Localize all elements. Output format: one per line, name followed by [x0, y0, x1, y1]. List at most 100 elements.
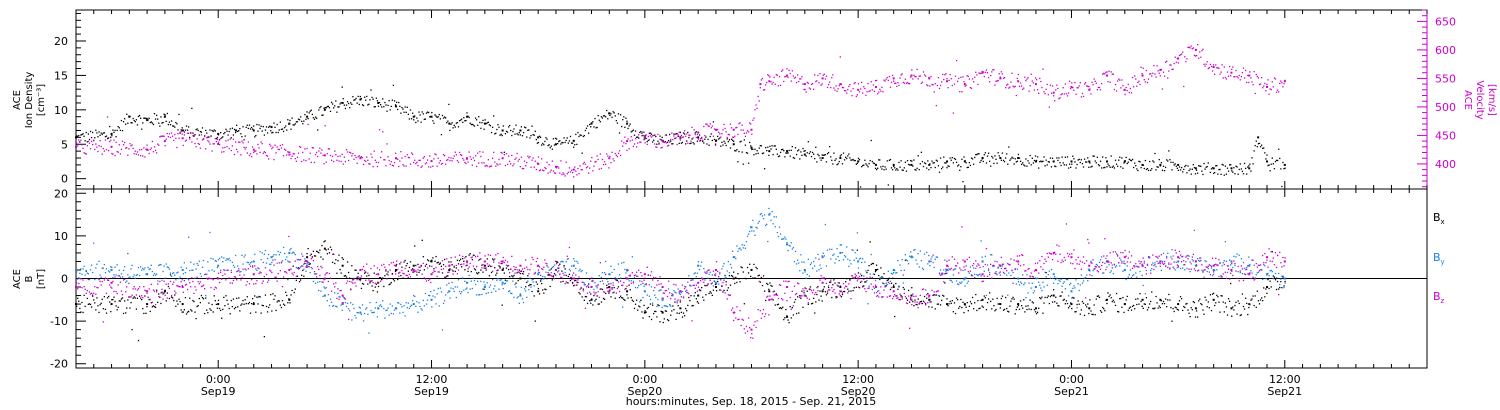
- ion-density-point: [75, 136, 77, 139]
- ion-density-sample: [1077, 159, 1079, 161]
- bx-sample: [473, 268, 476, 270]
- ion-density-sample: [242, 126, 244, 128]
- bx-sample: [271, 310, 273, 312]
- by-point: [572, 264, 575, 267]
- velocity-sample: [254, 150, 256, 153]
- by-sample: [158, 264, 160, 267]
- velocity-sample: [1059, 97, 1061, 99]
- ion-density-sample: [1192, 164, 1195, 166]
- by-sample: [648, 295, 651, 297]
- velocity-sample: [813, 88, 815, 91]
- velocity-sample: [501, 152, 503, 154]
- velocity-sample: [609, 155, 611, 158]
- ion-density-sample: [675, 133, 677, 135]
- by-sample: [786, 241, 788, 244]
- ion-density-sample: [1025, 158, 1027, 160]
- by-sample: [752, 219, 754, 222]
- ion-density-sample: [1004, 157, 1007, 159]
- ion-density-sample: [394, 104, 397, 106]
- by-sample: [834, 262, 836, 264]
- bx-sample: [166, 292, 168, 294]
- by-sample: [547, 266, 549, 268]
- bx-sample: [375, 283, 378, 285]
- velocity-sample: [1209, 63, 1212, 66]
- ion-density-sample: [132, 117, 134, 120]
- velocity-sample: [561, 173, 563, 176]
- velocity-sample: [887, 79, 889, 82]
- velocity-sample: [883, 79, 885, 81]
- ion-density-sample: [967, 166, 969, 169]
- bx-sample: [1098, 296, 1101, 299]
- velocity-sample: [738, 122, 740, 125]
- velocity-sample: [112, 153, 114, 155]
- ion-density-sample: [992, 157, 994, 159]
- velocity-sample: [258, 147, 260, 149]
- ion-density-sample: [1254, 144, 1256, 147]
- bx-sample: [722, 291, 724, 293]
- ion-density-sample: [223, 132, 225, 135]
- bx-point: [430, 260, 433, 263]
- y-tick-label: 0: [61, 173, 68, 186]
- bx-sample: [208, 302, 210, 304]
- by-sample: [136, 273, 139, 276]
- bx-point: [1194, 307, 1197, 310]
- bx-sample: [1260, 297, 1263, 299]
- bx-sample: [997, 303, 999, 305]
- bx-sample: [423, 269, 426, 271]
- bx-sample: [509, 275, 511, 278]
- ion-density-sample: [232, 134, 235, 136]
- by-sample: [670, 305, 672, 307]
- velocity-sample: [1255, 73, 1257, 76]
- bx-sample: [996, 297, 998, 300]
- velocity-point: [163, 140, 166, 143]
- ion-density-sample: [221, 137, 223, 139]
- velocity-sample: [90, 140, 93, 142]
- velocity-sample: [1019, 82, 1022, 84]
- ion-density-sample: [346, 101, 349, 103]
- ion-density-point: [786, 150, 789, 153]
- velocity-sample: [383, 159, 385, 161]
- bx-point: [146, 303, 149, 306]
- ion-density-sample: [1236, 166, 1238, 168]
- ion-density-sample: [1185, 164, 1187, 167]
- by-sample: [878, 290, 880, 292]
- bx-sample: [745, 278, 748, 280]
- ion-density-sample: [105, 135, 108, 137]
- bx-sample: [981, 305, 983, 307]
- by-sample: [1054, 276, 1056, 278]
- by-sample: [518, 302, 520, 304]
- by-sample: [709, 271, 711, 273]
- bx-sample: [541, 282, 543, 285]
- bx-point: [786, 315, 789, 318]
- by-sample: [469, 288, 471, 290]
- by-sample: [207, 261, 209, 263]
- velocity-sample: [621, 140, 623, 142]
- velocity-sample: [737, 133, 739, 136]
- bx-sample: [886, 279, 888, 282]
- by-sample: [93, 242, 95, 244]
- ion-density-sample: [400, 112, 402, 114]
- by-sample: [451, 281, 453, 284]
- velocity-sample: [753, 117, 755, 119]
- velocity-sample: [994, 84, 996, 86]
- ion-density-sample: [272, 131, 274, 134]
- velocity-sample: [1115, 90, 1118, 92]
- velocity-sample: [484, 165, 486, 167]
- velocity-sample: [1248, 81, 1250, 84]
- ion-density-sample: [286, 129, 288, 131]
- bx-sample: [421, 239, 423, 242]
- velocity-sample: [1161, 88, 1164, 90]
- by-sample: [677, 288, 679, 290]
- velocity-sample: [899, 77, 901, 79]
- bx-sample: [866, 271, 868, 274]
- velocity-sample: [99, 140, 101, 142]
- ion-density-sample: [661, 136, 663, 139]
- bx-sample: [582, 288, 584, 290]
- bx-sample: [1004, 296, 1007, 299]
- by-sample: [144, 267, 146, 269]
- velocity-sample: [1070, 87, 1072, 90]
- by-sample: [706, 270, 708, 273]
- velocity-sample: [466, 158, 468, 161]
- bx-sample: [761, 284, 764, 287]
- velocity-sample: [128, 148, 130, 150]
